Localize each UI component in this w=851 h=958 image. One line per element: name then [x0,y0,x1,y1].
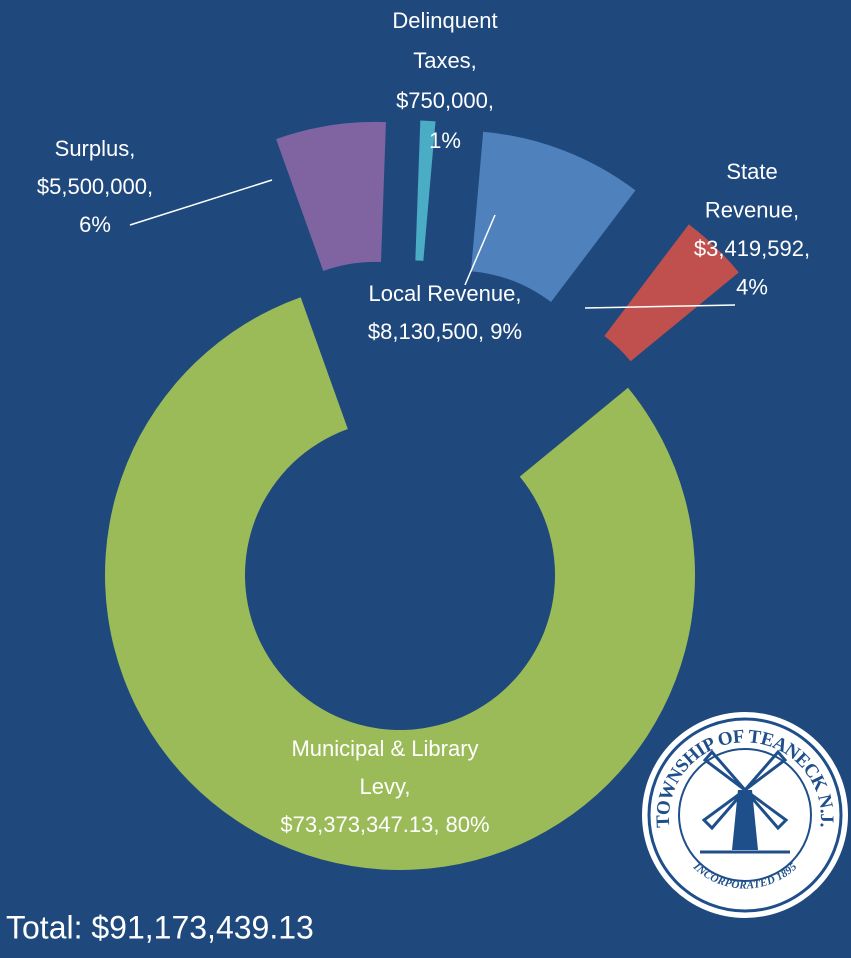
logo-ring [647,717,843,913]
data-label: $750,000, [396,88,494,113]
data-label: Local Revenue, [369,281,522,306]
data-label: 6% [79,212,111,237]
data-label: Revenue, [705,197,799,222]
slice [105,297,696,870]
leader-line [584,304,736,309]
logo-sails [701,749,789,831]
logo-windmill [732,790,758,850]
slice [470,131,636,303]
data-label: Delinquent [392,8,497,33]
data-label: 1% [429,128,461,153]
data-label: Municipal & Library [291,736,478,761]
leader-line [129,179,273,226]
data-label: Taxes, [413,48,477,73]
total: Total: $91,173,439.13 [6,909,314,945]
leader-line [464,214,496,286]
logo: TOWNSHIP OF TEANECK N.J. INCORPORATED 18… [642,712,848,918]
data-label: Levy, [360,774,411,799]
data-label: $5,500,000, [37,174,153,199]
slice [604,224,739,362]
slices [105,120,739,870]
data-label: Surplus, [55,136,136,161]
slice [276,121,386,271]
data-label: $8,130,500, 9% [368,319,522,344]
logo-ring [678,748,812,882]
slice [415,120,436,261]
data-label: $3,419,592, [694,236,810,261]
data-label: State [726,159,777,184]
data-label: 4% [736,274,768,299]
labels: Local Revenue, $8,130,500, 9% State Revenue… [37,8,810,837]
data-label: $73,373,347.13, 80% [280,812,489,837]
